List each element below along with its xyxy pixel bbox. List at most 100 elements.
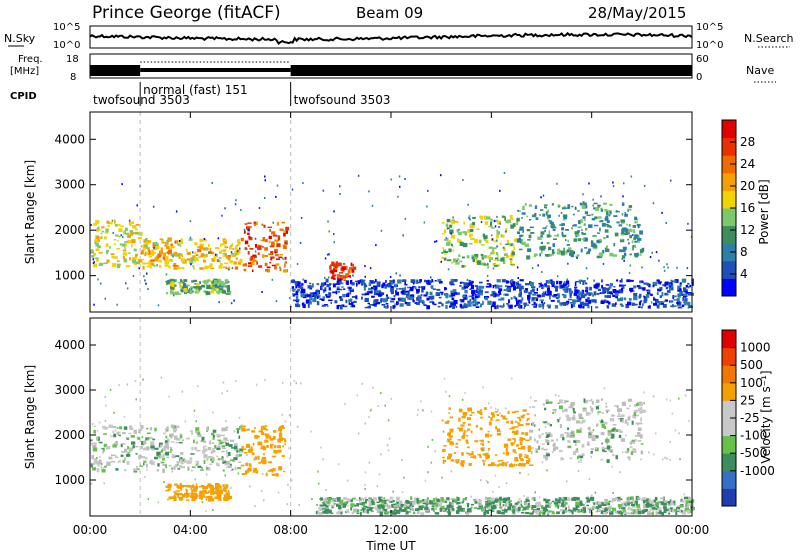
heat-cell [215,483,220,488]
heat-cell [230,251,233,254]
heat-cell [126,287,129,290]
heat-cell [581,444,585,448]
colorbar-tick-label: 24 [740,157,755,171]
heat-cell [587,306,590,309]
heat-cell [336,305,340,310]
heat-cell [238,461,242,463]
heat-cell [498,486,500,488]
heat-cell [551,284,555,287]
heat-cell [378,293,382,297]
heat-cell [225,442,229,446]
heat-cell [618,434,622,439]
heat-cell [542,284,546,288]
heat-cell [222,381,225,384]
heat-cell [422,499,426,502]
heat-cell [196,431,201,435]
heat-cell [596,423,599,427]
heat-cell [233,457,238,461]
heat-cell [555,285,558,289]
heat-cell [397,195,399,198]
heat-cell [184,492,188,495]
heat-cell [100,236,103,239]
heat-cell [500,459,504,462]
heat-cell [534,491,536,494]
heat-cell [552,444,554,447]
heat-cell [541,250,543,254]
heat-cell [688,306,693,308]
heat-cell [574,282,577,287]
heat-cell [546,225,548,227]
heat-cell [496,285,500,288]
heat-cell [352,267,355,270]
heat-cell [593,279,595,282]
heat-cell [322,503,327,507]
heat-cell [435,512,440,515]
heat-cell [611,465,613,468]
heat-cell [572,303,576,308]
heat-cell [369,409,372,412]
heat-cell [225,450,228,454]
heat-cell [471,233,473,237]
heat-cell [490,221,493,226]
heat-cell [453,299,458,305]
heat-cell [206,427,209,431]
heat-cell [664,299,668,302]
heat-cell [395,496,400,501]
heat-cell [434,505,436,508]
heat-cell [458,239,462,243]
heat-cell [473,455,477,459]
heat-cell [212,491,217,494]
heat-cell [487,506,492,510]
heat-cell [373,291,377,296]
heat-cell [534,509,537,514]
heat-cell [586,499,589,503]
heat-cell [372,302,376,305]
heat-cell [339,499,343,504]
heat-cell [590,406,592,409]
heat-cell [224,490,227,492]
heat-cell [324,257,327,260]
heat-cell [485,479,488,482]
heat-cell [512,506,515,511]
heat-cell [633,409,638,413]
heat-cell [143,447,146,450]
heat-cell [203,456,208,459]
heat-cell [661,302,664,305]
heat-cell [247,232,250,235]
heat-cell [484,237,486,241]
heat-cell [248,236,253,241]
heat-cell [295,382,297,385]
heat-cell [379,291,382,293]
heat-cell [668,504,672,506]
heat-cell [180,267,183,269]
heat-cell [494,225,497,228]
nave-label: Nave [746,64,774,77]
heat-cell [608,286,612,289]
heat-cell [350,288,354,291]
heat-cell [672,295,674,300]
heat-cell [532,511,534,514]
heat-cell [670,507,673,510]
heat-cell [485,456,488,460]
heat-cell [577,210,580,212]
heat-cell [584,205,588,209]
heat-cell [173,267,178,270]
heat-cell [434,280,437,282]
heat-cell [228,444,233,447]
heat-cell [496,432,502,436]
heat-cell [588,478,591,481]
heat-cell [525,498,529,502]
heat-cell [512,438,516,440]
heat-cell [254,221,258,225]
heat-cell [655,298,659,303]
heat-cell [569,293,572,297]
heat-cell [288,447,290,450]
heat-cell [113,239,117,241]
heat-cell [637,223,640,229]
heat-cell [459,281,462,284]
heat-cell [499,412,501,414]
y-tick-label: 1000 [54,473,85,487]
heat-cell [611,283,613,287]
heat-cell [491,238,494,241]
heat-cell [661,292,664,297]
